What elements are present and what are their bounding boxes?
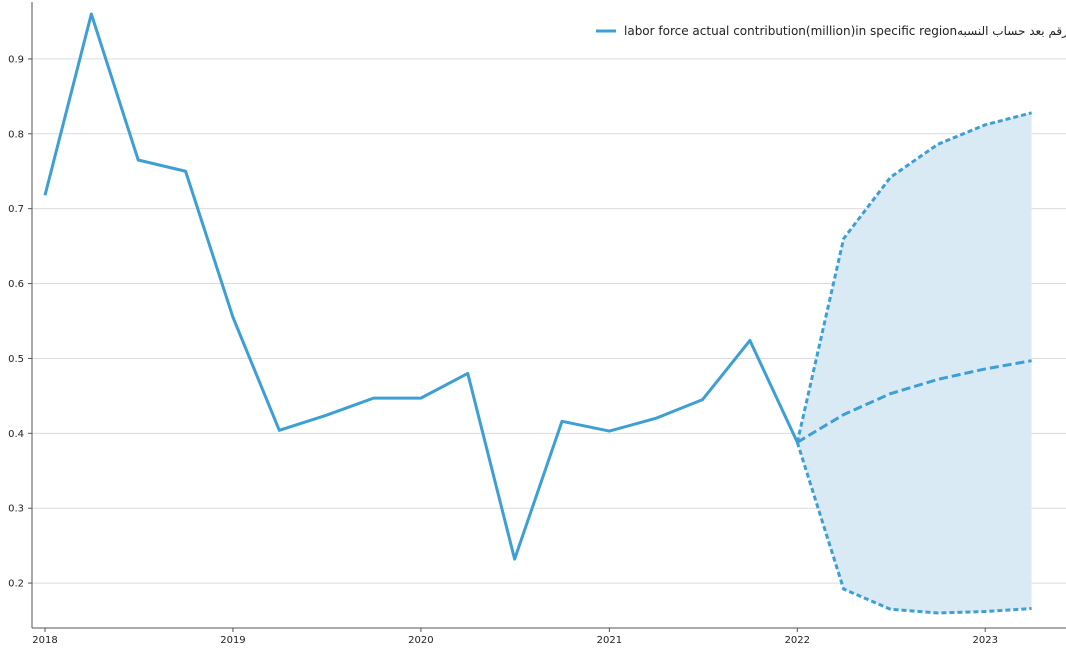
x-tick-label: 2021 <box>597 635 622 646</box>
y-tick-label: 0.5 <box>8 354 24 365</box>
forecast-line <box>796 359 1032 444</box>
confidence-band-area <box>797 112 1032 614</box>
y-tick-label: 0.4 <box>8 429 24 440</box>
axes: 0.2 0.3 0.4 0.5 0.6 0.7 0.8 0.9 2018 2019 2020 2021… <box>8 2 1066 646</box>
y-tick-label: 0.9 <box>8 54 24 65</box>
x-tick-label: 2018 <box>32 635 57 646</box>
confidence-band <box>797 112 1032 614</box>
grid-lines <box>32 58 1066 584</box>
series-lines <box>43 12 1032 615</box>
legend-label: labor force actual contribution(million)… <box>624 24 1066 39</box>
observed-series-line <box>43 12 799 561</box>
x-tick-label: 2022 <box>785 635 810 646</box>
upper-bound-line <box>795 111 1032 443</box>
y-tick-label: 0.6 <box>8 279 24 290</box>
y-tick-label: 0.8 <box>8 129 24 140</box>
legend: labor force actual contribution(million)… <box>596 24 1066 39</box>
y-tick-label: 0.7 <box>8 204 24 215</box>
x-tick-label: 2023 <box>973 635 998 646</box>
y-tick-label: 0.3 <box>8 504 24 515</box>
lower-bound-line <box>795 441 1032 615</box>
x-tick-label: 2020 <box>408 635 433 646</box>
y-tick-label: 0.2 <box>8 579 24 590</box>
x-tick-label: 2019 <box>220 635 245 646</box>
